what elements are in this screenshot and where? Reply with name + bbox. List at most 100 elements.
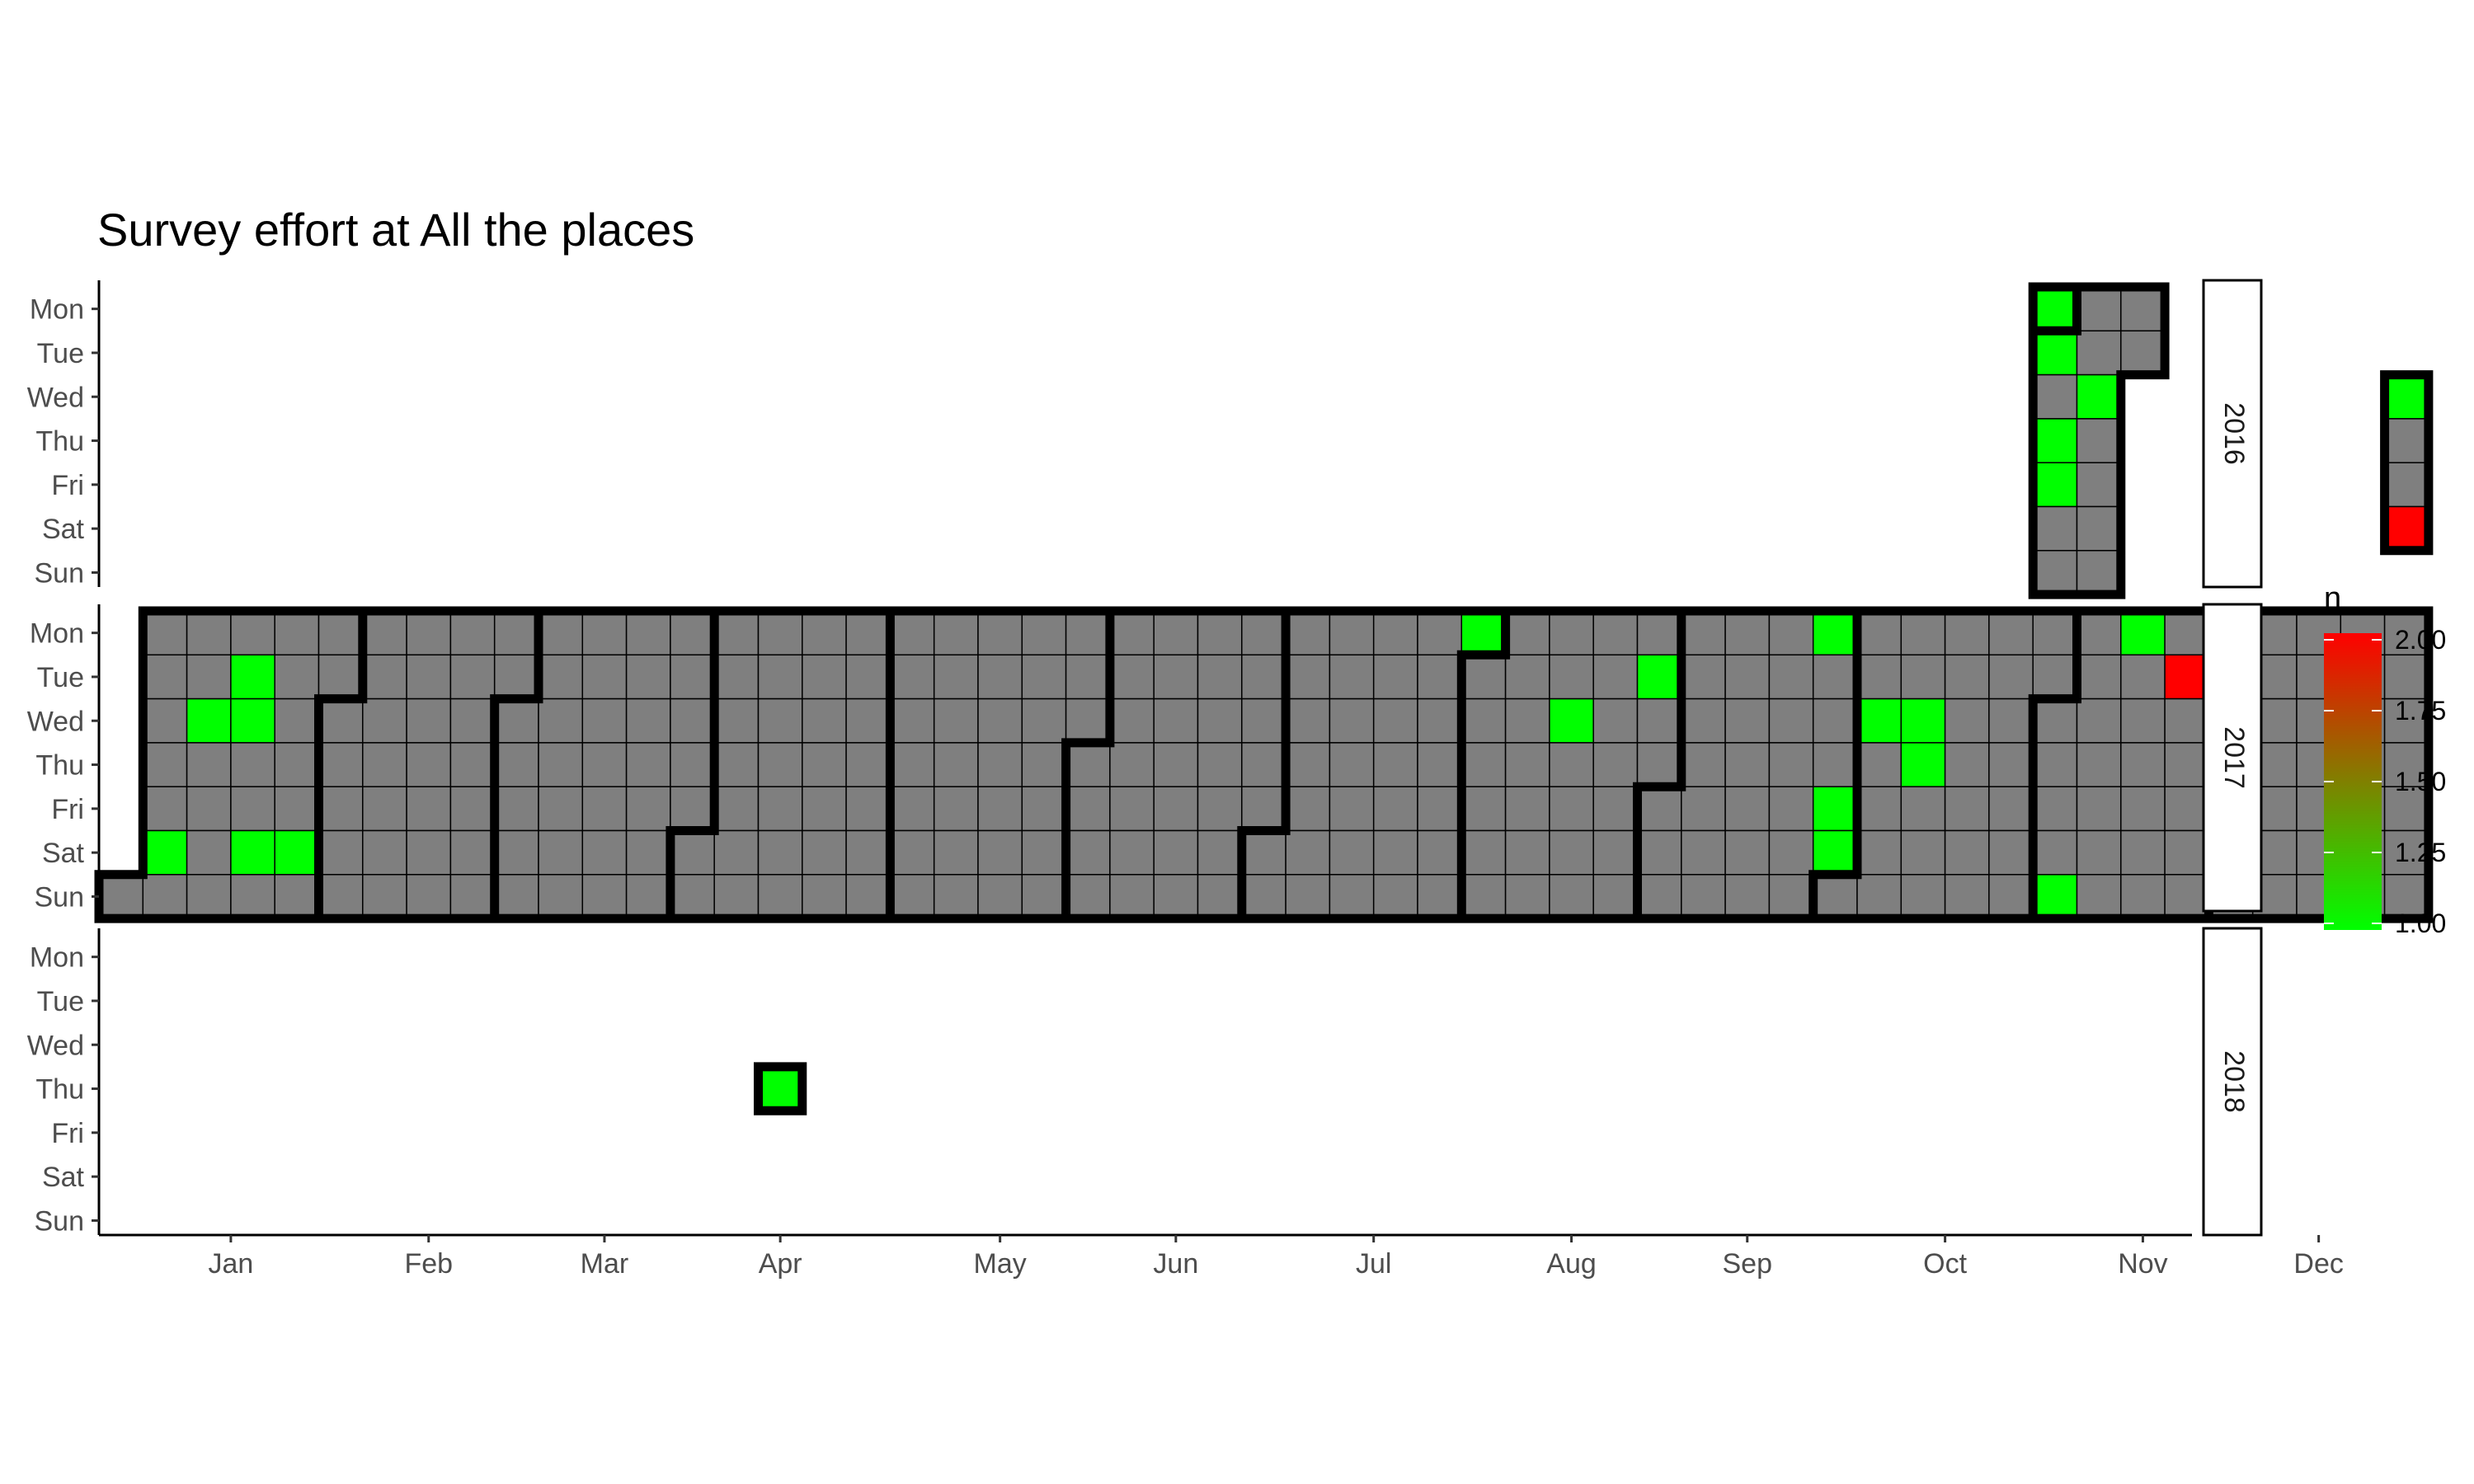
tile-2017-06-16	[1153, 786, 1199, 832]
tile-2017-11-24	[2164, 786, 2210, 832]
tile-2017-02-20	[449, 610, 496, 656]
tile-2017-11-18	[2120, 829, 2166, 876]
tile-2017-09-15	[1724, 786, 1771, 832]
tile-2017-06-19	[1197, 610, 1243, 656]
tile-2017-06-15	[1153, 742, 1199, 787]
tile-2017-01-01	[98, 874, 144, 919]
tile-2017-08-10	[1504, 742, 1550, 787]
tile-2017-01-10	[186, 654, 232, 700]
tile-2017-08-24	[1592, 742, 1639, 787]
tile-2017-04-10	[757, 610, 803, 656]
tile-2017-05-20	[977, 829, 1023, 876]
y-tick-label-2017-sun: Sun	[35, 881, 85, 913]
y-tick-label-2018-mon: Mon	[30, 942, 84, 974]
tile-2017-11-03	[2032, 786, 2078, 832]
tile-2016-12-28	[2383, 373, 2429, 420]
color-legend: n 1.00 1.25 1.50 1.75 2.00	[2324, 581, 2446, 938]
tile-2017-10-10	[1900, 654, 1946, 700]
y-tick-label-2017-sat: Sat	[42, 838, 85, 869]
tile-2017-10-08	[1856, 874, 1903, 919]
tile-2017-06-12	[1153, 610, 1199, 656]
tile-2017-01-03	[142, 654, 188, 700]
tile-2017-11-01	[2032, 697, 2078, 744]
tile-2017-02-01	[317, 697, 364, 744]
tile-2017-10-06	[1856, 786, 1903, 832]
tile-2017-09-07	[1681, 742, 1726, 787]
tile-2017-04-23	[802, 874, 847, 919]
tile-2017-07-27	[1417, 742, 1463, 787]
tile-2017-05-14	[933, 874, 979, 919]
x-tick-label-aug: Aug	[1546, 1248, 1597, 1280]
tile-2017-04-01	[670, 829, 715, 876]
y-tick-label-2016-sun: Sun	[35, 557, 85, 589]
tile-2017-09-29	[1812, 786, 1858, 832]
tile-2017-11-14	[2120, 654, 2166, 700]
x-tick-label-apr: Apr	[759, 1248, 802, 1280]
legend-title: n	[2324, 581, 2341, 616]
tile-2017-11-25	[2164, 829, 2210, 876]
tile-2017-01-06	[142, 786, 188, 832]
tile-2017-05-19	[977, 786, 1023, 832]
tile-2017-11-17	[2120, 786, 2166, 832]
tile-2017-06-26	[1241, 610, 1286, 656]
tile-2017-02-12	[362, 874, 407, 919]
tile-2017-03-04	[493, 829, 539, 876]
month-outline-path-2018	[754, 1062, 807, 1115]
tile-2017-02-02	[317, 742, 364, 787]
tile-2017-07-29	[1417, 829, 1463, 876]
tile-2017-06-20	[1197, 654, 1243, 700]
tile-2017-07-23	[1372, 874, 1418, 919]
tile-2017-01-24	[274, 654, 320, 700]
tile-2017-05-18	[977, 742, 1023, 787]
tile-2017-10-14	[1900, 829, 1946, 876]
tile-2017-01-18	[230, 697, 275, 744]
tile-2017-10-31	[2032, 654, 2078, 700]
tile-2017-03-26	[625, 874, 671, 919]
tile-2017-03-19	[581, 874, 628, 919]
tile-2016-11-15	[2120, 330, 2166, 376]
chart-title: Survey effort at All the places	[97, 204, 694, 256]
tile-2017-04-02	[670, 874, 715, 919]
tile-2017-05-15	[977, 610, 1023, 656]
tile-2017-09-17	[1724, 874, 1771, 919]
tile-2017-10-30	[2032, 610, 2078, 656]
tile-2017-08-03	[1460, 742, 1507, 787]
tile-2016-11-05	[2032, 505, 2078, 552]
tile-2017-08-12	[1504, 829, 1550, 876]
tile-2017-06-09	[1109, 786, 1155, 832]
tile-2017-09-14	[1724, 742, 1771, 787]
tile-2017-07-22	[1372, 829, 1418, 876]
tiles-2018	[757, 1066, 803, 1111]
tile-2016-12-29	[2383, 418, 2429, 463]
tile-2017-10-09	[1900, 610, 1946, 656]
tile-2017-01-08	[142, 874, 188, 919]
y-tick-label-2018-tue: Tue	[37, 986, 84, 1017]
tile-2017-10-25	[1988, 697, 2034, 744]
tile-2017-01-29	[274, 874, 320, 919]
tile-2017-04-20	[802, 742, 847, 787]
y-tick-label-2017-mon: Mon	[30, 618, 84, 650]
tile-2017-05-21	[977, 874, 1023, 919]
tile-2017-03-12	[538, 874, 584, 919]
tile-2017-05-10	[933, 697, 979, 744]
tile-2017-04-25	[845, 654, 891, 700]
tile-2017-05-24	[1021, 697, 1067, 744]
tile-2017-10-29	[1988, 874, 2034, 919]
tile-2017-02-21	[449, 654, 496, 700]
tile-2017-02-24	[449, 786, 496, 832]
tile-2017-07-08	[1285, 829, 1331, 876]
tile-2017-06-04	[1065, 874, 1111, 919]
tile-2017-02-04	[317, 829, 364, 876]
tile-2017-01-28	[274, 829, 320, 876]
y-tick-label-2016-sat: Sat	[42, 514, 85, 545]
x-tick-label-jun: Jun	[1153, 1248, 1198, 1280]
tile-2017-05-29	[1065, 610, 1111, 656]
tile-2017-01-05	[142, 742, 188, 787]
tile-2017-06-24	[1197, 829, 1243, 876]
tile-2017-09-21	[1768, 742, 1814, 787]
tile-2017-07-07	[1285, 786, 1331, 832]
tile-2017-03-09	[538, 742, 584, 787]
tile-2017-03-08	[538, 697, 584, 744]
tile-2017-05-04	[889, 742, 935, 787]
x-tick-label-feb: Feb	[404, 1248, 453, 1280]
